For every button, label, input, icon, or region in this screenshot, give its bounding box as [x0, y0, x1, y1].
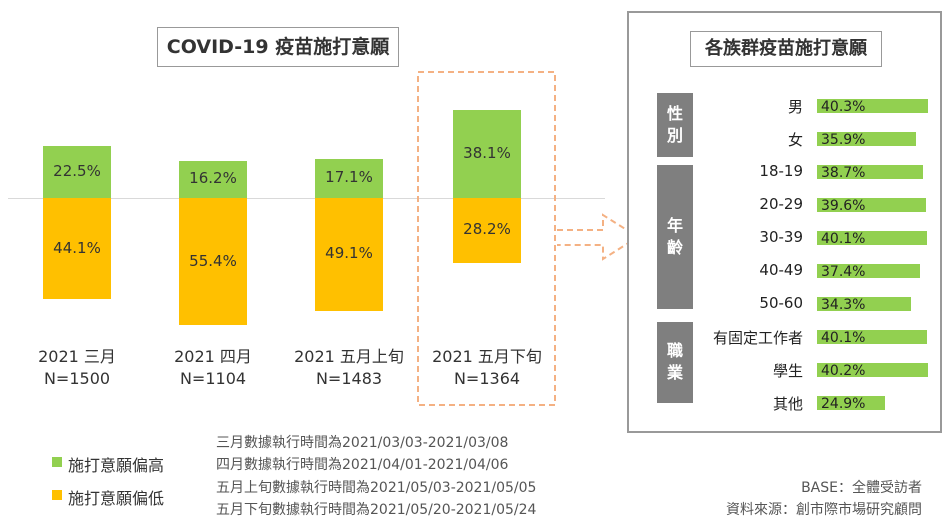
subgroup-bar: [817, 165, 924, 179]
subgroup-row-label: 有固定工作者: [712, 329, 803, 347]
bar-low: [453, 198, 521, 263]
source-note: 資料來源：創市際市場研究顧問: [726, 502, 922, 518]
subgroup-bar-value-label: 39.6%: [821, 198, 866, 214]
bar-low: [179, 198, 247, 326]
bar-low-value-label: 28.2%: [463, 220, 511, 239]
note-line: 五月上旬數據執行時間為2021/05/03-2021/05/05: [216, 480, 537, 496]
bar-low-value-label: 44.1%: [53, 238, 101, 257]
subgroup-bar-value-label: 40.3%: [821, 99, 866, 115]
subgroup-bar: [817, 231, 928, 245]
subgroup-bar-value-label: 40.2%: [821, 363, 866, 379]
category-label: 2021 五月上旬: [294, 347, 404, 366]
zero-axis-line: [8, 198, 605, 199]
bar-high-value-label: 22.5%: [53, 162, 101, 181]
note-line: 五月下旬數據執行時間為2021/05/20-2021/05/24: [216, 502, 537, 518]
group-label-age: 年齡: [657, 165, 693, 309]
legend-label-high: 施打意願偏高: [68, 456, 165, 475]
bar-low-value-label: 49.1%: [325, 244, 373, 263]
sample-size-label: N=1364: [453, 369, 521, 388]
group-label-gender: 性別: [657, 93, 693, 157]
legend-swatch-high: [52, 457, 62, 467]
subgroup-bar-value-label: 35.9%: [821, 132, 866, 148]
bar-low: [315, 198, 383, 311]
subgroup-bar-value-label: 40.1%: [821, 330, 866, 346]
category-label: 2021 五月下旬: [432, 347, 542, 366]
subgroup-bar-value-label: 34.3%: [821, 297, 866, 313]
note-line: 四月數據執行時間為2021/04/01-2021/04/06: [216, 457, 509, 473]
subgroup-row-label: 20-29: [759, 195, 803, 213]
subgroup-row-label: 40-49: [759, 261, 803, 279]
subgroup-row-label: 學生: [772, 362, 803, 380]
subgroup-bar: [817, 99, 928, 113]
subgroup-panel-title: 各族群疫苗施打意願: [690, 31, 882, 67]
subgroup-bar: [817, 198, 926, 212]
bar-high: [315, 158, 383, 198]
category-label: 2021 三月: [38, 347, 116, 366]
subgroup-panel: 各族群疫苗施打意願 性別 年齡 職業 男 40.3% 女 35.9% 18-19 38.7…: [627, 11, 942, 433]
sample-size-label: N=1483: [315, 369, 383, 388]
bar-high: [179, 160, 247, 198]
subgroup-bar: [817, 132, 916, 146]
subgroup-bar: [817, 297, 912, 311]
bar-high-value-label: 38.1%: [463, 144, 511, 163]
subgroup-bar-value-label: 37.4%: [821, 264, 866, 280]
subgroup-bar-value-label: 38.7%: [821, 165, 866, 181]
subgroup-bar: [817, 264, 920, 278]
subgroup-row-label: 男: [787, 98, 803, 116]
bar-high: [43, 146, 111, 198]
legend-swatch-low: [52, 490, 62, 500]
subgroup-row-label: 50-60: [759, 294, 803, 312]
subgroup-bar-value-label: 24.9%: [821, 396, 866, 412]
bar-low: [43, 198, 111, 300]
bar-high: [453, 110, 521, 198]
group-label-occupation: 職業: [657, 322, 693, 403]
subgroup-bar: [817, 396, 886, 410]
subgroup-row-label: 其他: [772, 395, 803, 413]
subgroup-row-label: 18-19: [759, 162, 803, 180]
subgroup-bar: [817, 363, 928, 377]
chart-title: COVID-19 疫苗施打意願: [157, 27, 399, 67]
note-line: 三月數據執行時間為2021/03/03-2021/03/08: [216, 435, 509, 451]
subgroup-bar-value-label: 40.1%: [821, 231, 866, 247]
bar-high-value-label: 17.1%: [325, 168, 373, 187]
sample-size-label: N=1500: [43, 369, 111, 388]
subgroup-bar-layer: 男 40.3% 女 35.9% 18-19 38.7% 20-29 39.6% 30-39 40.…: [629, 13, 940, 431]
legend-label-low: 施打意願偏低: [68, 489, 165, 508]
sample-size-label: N=1104: [179, 369, 247, 388]
base-note: BASE：全體受訪者: [801, 480, 922, 496]
bar-low-value-label: 55.4%: [189, 251, 237, 270]
subgroup-bar: [817, 330, 928, 344]
subgroup-row-label: 30-39: [759, 228, 803, 246]
category-label: 2021 四月: [174, 347, 252, 366]
bar-high-value-label: 16.2%: [189, 169, 237, 188]
subgroup-row-label: 女: [787, 131, 803, 149]
